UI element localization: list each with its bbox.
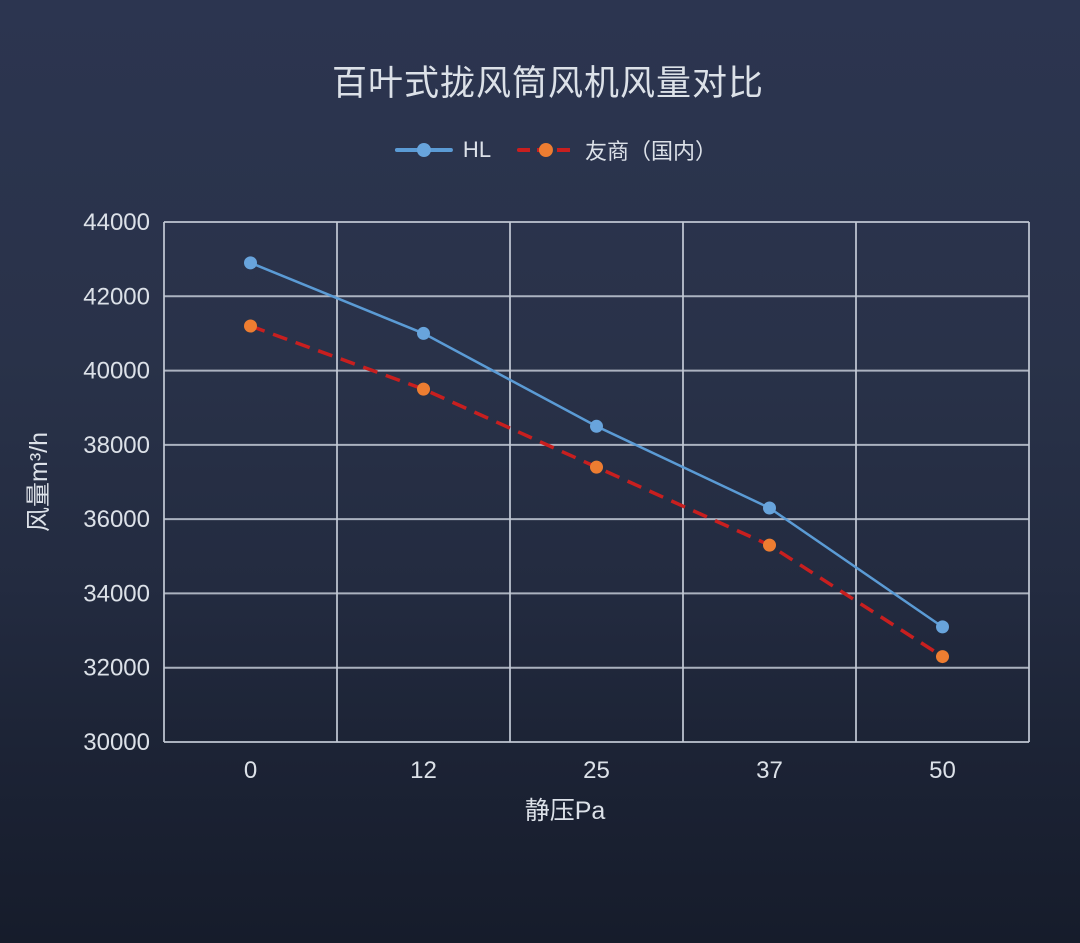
x-tick-label: 0 — [244, 757, 257, 784]
y-tick-label: 36000 — [83, 506, 150, 533]
legend-label: 友商（国内） — [585, 139, 718, 164]
legend-marker-dot — [416, 143, 431, 157]
data-point-hl — [763, 501, 776, 515]
data-point-competitor — [244, 319, 257, 333]
data-point-hl — [244, 256, 257, 270]
legend-marker-dot — [539, 143, 554, 157]
y-tick-label: 42000 — [83, 283, 150, 310]
x-tick-label: 50 — [929, 757, 956, 784]
data-point-hl — [417, 326, 430, 340]
x-tick-label: 12 — [410, 757, 437, 784]
y-tick-label: 32000 — [83, 655, 150, 682]
data-point-competitor — [417, 382, 430, 396]
legend-item: HL — [394, 137, 492, 163]
data-point-competitor — [936, 650, 949, 664]
y-tick-label: 40000 — [83, 358, 150, 385]
data-point-competitor — [590, 460, 603, 474]
chart-title: 百叶式拢风筒风机风量对比 — [331, 64, 765, 103]
y-tick-label: 38000 — [83, 432, 150, 459]
x-axis-title: 静压Pa — [524, 797, 606, 825]
y-tick-label: 34000 — [83, 580, 150, 607]
data-point-competitor — [763, 538, 776, 552]
y-tick-label: 44000 — [83, 209, 150, 236]
x-tick-label: 25 — [583, 757, 610, 784]
x-tick-label: 37 — [756, 757, 783, 784]
data-point-hl — [590, 419, 603, 433]
data-point-hl — [936, 620, 949, 634]
legend-line-swatch — [517, 143, 576, 157]
legend-label: HL — [462, 137, 492, 162]
y-tick-label: 30000 — [83, 729, 150, 756]
legend-line-swatch — [394, 143, 453, 157]
legend-item: 友商（国内） — [517, 134, 717, 166]
legend: HL 友商（国内） — [394, 134, 717, 166]
series-line-competitor — [249, 324, 944, 659]
